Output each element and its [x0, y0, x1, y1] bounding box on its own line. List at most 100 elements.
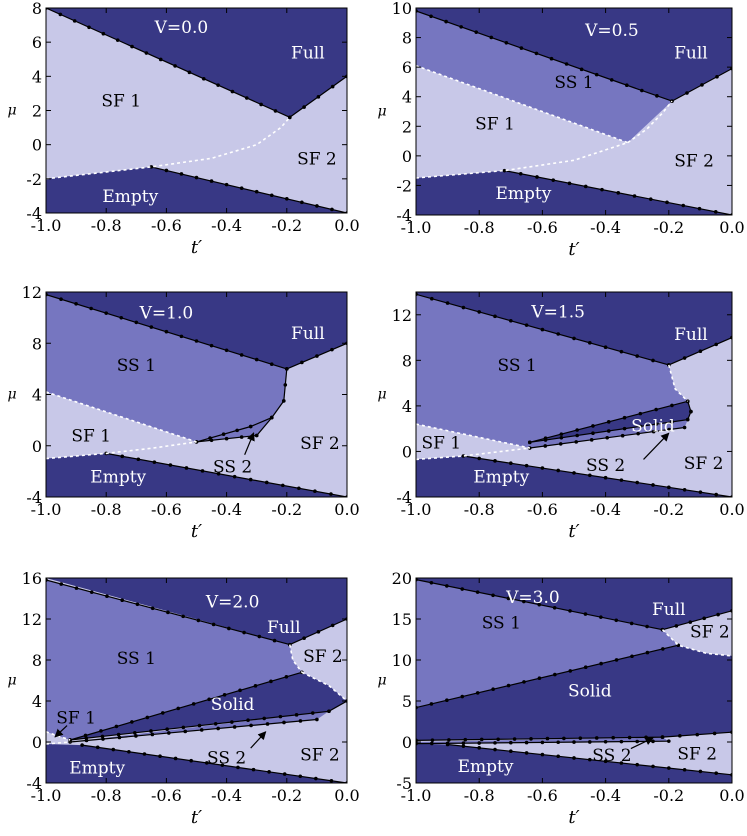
panel-2-plot-area: [416, 8, 732, 215]
panel-5-data-point: [272, 638, 277, 643]
panel-4-data-point: [636, 431, 640, 436]
panel-4-data-point: [635, 354, 639, 358]
panel-3-boundary-line-6: [46, 441, 197, 460]
panel-3-x-axis-label: t′: [191, 521, 202, 542]
panel-5-data-point: [130, 720, 134, 724]
panel-3-data-point: [285, 367, 289, 371]
panel-2-y-tick-label: 6: [402, 58, 412, 77]
panel-2-region-label: SF 2: [674, 151, 714, 171]
panel-2-region-label: SF 1: [475, 114, 515, 134]
panel-1-y-tick-label: 6: [32, 33, 42, 52]
panel-4-frame: [415, 291, 733, 498]
panel-5-data-point: [166, 610, 170, 615]
panel-6-data-point: [447, 738, 451, 742]
panel-5-data-point: [197, 723, 202, 728]
panel-6-data-point: [695, 732, 700, 737]
panel-5-pointer-arrow: [250, 731, 267, 749]
panel-3-data-point: [232, 474, 237, 479]
panel-2-data-point: [429, 14, 433, 19]
panel-1-region-label: SF 2: [297, 149, 337, 169]
panel-5-data-point: [230, 720, 234, 724]
panel-5-data-point: [80, 743, 84, 747]
panel-5-data-point: [253, 684, 258, 688]
panel-1-data-point: [72, 19, 77, 23]
panel-5-region-label: SF 2: [300, 745, 340, 765]
panel-5-plot-area: [46, 578, 347, 783]
panel-2-region-label: V=0.5: [584, 21, 639, 41]
panel-1-x-tick-label: -0.2: [271, 216, 302, 235]
panel-3-data-point: [254, 433, 259, 438]
panel-5-data-point: [298, 774, 303, 779]
panel-5-data-point: [135, 602, 140, 607]
panel-5-data-point: [329, 778, 334, 783]
panel-4-data-point: [572, 336, 576, 341]
panel-3-data-point: [216, 471, 221, 476]
panel-4-data-point: [606, 420, 611, 424]
panel-3-region-label: V=1.0: [139, 304, 194, 324]
panel-5-data-point: [181, 614, 185, 619]
panel-6-data-point: [524, 740, 529, 745]
panel-4-boundary-line-2: [463, 455, 732, 497]
panel-4-region-label: Solid: [631, 416, 675, 436]
panel-6-data-point: [522, 599, 526, 604]
panel-1-data-point: [273, 109, 278, 113]
panel-3-data-point: [221, 432, 226, 437]
panel-6-data-point: [660, 735, 665, 739]
panel-2-group: -1.0 -0.8 -0.6 -0.4 -0.2 0.0 -4 -2 0 2 4 6 8 10 t′ μ V=0…: [377, 0, 744, 260]
panel-2-region-label: SS 1: [554, 73, 593, 93]
panel-4-y-axis-label: μ: [377, 387, 386, 403]
panel-6-data-point: [599, 615, 603, 619]
panel-3-data-point: [329, 492, 333, 496]
panel-3-y-tick-label: 0: [32, 437, 42, 456]
panel-6-y-tick-label: 20: [392, 569, 412, 588]
panel-4-data-point: [654, 422, 658, 426]
panel-6-data-point: [509, 740, 513, 745]
panel-4-x-tick-label: -0.8: [464, 500, 495, 519]
panel-4-data-point: [651, 358, 655, 363]
panel-2-boundary-line-3: [416, 64, 628, 144]
panel-5-y-axis-label: μ: [7, 673, 16, 689]
panel-3-region-label: Empty: [90, 468, 146, 488]
panel-6-x-tick-label: 0.0: [719, 786, 744, 805]
panel-1-data-point: [269, 193, 274, 198]
panel-2-data-point: [640, 88, 644, 93]
panel-6-data-point: [496, 737, 500, 742]
panel-1-data-point: [209, 179, 214, 183]
panel-3-data-point: [89, 306, 93, 311]
panel-5-pointer-arrow: [54, 725, 68, 738]
panel-2-data-point: [564, 62, 569, 66]
panel-5-region-label: Full: [267, 618, 301, 638]
panel-4-data-point: [543, 438, 548, 442]
panel-6-x-axis-label: t′: [568, 807, 579, 828]
panel-6-boundary-line-1: [662, 610, 732, 631]
panel-2-x-tick-label: -1.0: [401, 218, 432, 237]
panel-5-data-point: [160, 711, 165, 715]
panel-6-data-point: [644, 735, 648, 740]
panel-5-x-tick-label: -0.2: [271, 786, 302, 805]
panel-4-y-tick-label: 12: [392, 306, 412, 325]
panel-6-data-point: [629, 621, 634, 626]
panel-1-data-point: [254, 189, 259, 194]
panel-4-x-tick-label: -0.4: [590, 500, 621, 519]
panel-4-data-point: [556, 332, 560, 336]
panel-6-y-axis-label: μ: [377, 673, 386, 689]
panel-4-data-point: [575, 428, 579, 432]
panel-4-data-point: [667, 485, 671, 490]
panel-2-y-axis-label: μ: [377, 104, 386, 120]
panel-5-data-point: [314, 776, 318, 781]
panel-6-data-point: [524, 751, 529, 755]
panel-6-plot-area: [416, 578, 732, 783]
panel-1-data-point: [194, 175, 199, 180]
panel-1-data-point: [288, 115, 292, 120]
panel-6-data-point: [506, 596, 511, 601]
panel-6-data-point: [479, 737, 484, 742]
panel-1-region-label: Full: [291, 43, 325, 63]
panel-6-x-tick-label: -0.2: [653, 786, 684, 805]
panel-6-data-point: [509, 749, 513, 754]
panel-3-data-point: [297, 486, 301, 491]
panel-1-data-point: [316, 95, 321, 99]
panel-5-data-point: [249, 723, 253, 728]
panel-5-region-label: Solid: [211, 695, 255, 715]
panel-6-data-point: [635, 762, 639, 767]
panel-1-data-point: [330, 84, 335, 89]
